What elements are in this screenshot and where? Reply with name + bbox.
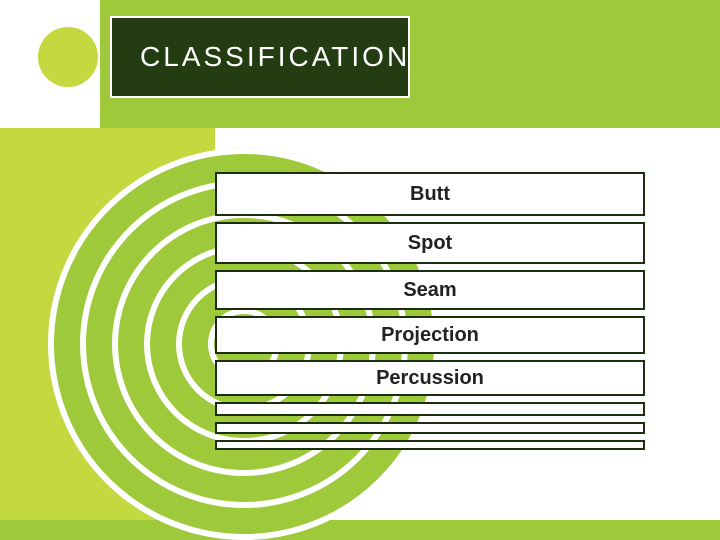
list-item-blank-7 [215, 440, 645, 450]
list-item-percussion: Percussion [215, 360, 645, 396]
list-item-label: Seam [403, 279, 456, 302]
list-item-label: Butt [410, 183, 450, 206]
list-item-seam: Seam [215, 270, 645, 310]
list-item-label: Percussion [376, 367, 484, 390]
title-text: CLASSIFICATION [140, 41, 410, 73]
list-item-spot: Spot [215, 222, 645, 264]
list-item-label: Spot [408, 232, 452, 255]
title-box: CLASSIFICATION [110, 16, 410, 98]
list-item-label: Projection [381, 324, 479, 347]
list-item-blank-5 [215, 402, 645, 416]
bottom-strip [0, 520, 720, 540]
list-item-blank-6 [215, 422, 645, 434]
list-item-projection: Projection [215, 316, 645, 354]
list-item-butt: Butt [215, 172, 645, 216]
title-dot-icon [38, 27, 98, 87]
